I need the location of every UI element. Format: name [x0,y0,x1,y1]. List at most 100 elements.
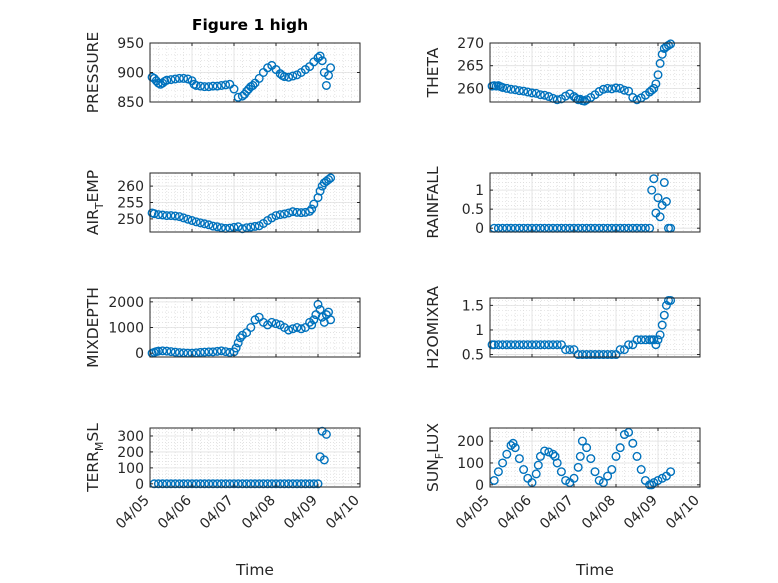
data-point [300,479,310,489]
data-point [279,72,289,82]
axes-box [489,297,701,358]
data-point [523,340,533,350]
y-tick-label: 0.5 [462,348,484,364]
data-point [552,95,562,105]
data-point [221,347,231,357]
data-point [615,443,625,453]
data-point [309,199,319,209]
data-point [655,212,665,222]
axes-box [489,172,701,233]
data-point [632,451,642,461]
data-point [657,49,667,59]
x-tick-label: 04/09 [621,493,661,533]
data-point [603,471,613,481]
axes-box [489,42,701,103]
data-point [556,467,566,477]
data-point [183,479,193,489]
data-point [653,193,663,203]
data-point [582,350,592,360]
data-point [288,207,298,217]
data-point [636,335,646,345]
y-axis-label: MIXDEPTH [84,287,102,368]
data-point [326,173,336,183]
data-point [598,478,608,488]
data-point [200,479,210,489]
data-point [229,84,239,94]
data-point [493,340,503,350]
data-point [321,429,331,439]
data-point [242,479,252,489]
data-point [544,92,554,102]
data-point [324,175,334,185]
data-point [611,451,621,461]
data-point [649,83,659,93]
data-point [647,480,657,490]
x-tick-label: 04/05 [453,493,493,533]
data-point [651,340,661,350]
axes-box [149,427,361,488]
x-tick-label: 04/10 [663,493,703,533]
data-point [191,479,201,489]
y-tick-label: 250 [117,212,144,228]
data-point [590,467,600,477]
y-tick-label: 265 [457,59,484,75]
data-point [158,210,168,220]
data-point [603,350,613,360]
data-point [200,219,210,229]
y-axis-label: TERRMSL [84,423,106,493]
data-point [153,210,163,220]
data-point [611,83,621,93]
data-point [284,208,294,218]
data-point [271,319,281,329]
data-point [204,479,214,489]
data-point [527,88,537,98]
data-point [170,211,180,221]
data-point [502,449,512,459]
data-point [552,340,562,350]
data-point [292,207,302,217]
data-point [284,479,294,489]
data-point [575,94,585,104]
data-point [561,345,571,355]
data-point [250,479,260,489]
series-air-temp [147,173,336,234]
y-axis-label: THETA [424,47,442,98]
data-point [624,86,634,96]
data-point [275,479,285,489]
data-point [233,222,243,232]
data-point [275,210,285,220]
data-point [263,479,273,489]
data-point [216,479,226,489]
y-tick-label: 950 [117,36,144,52]
data-point [248,80,258,90]
data-point [195,218,205,228]
data-point [237,479,247,489]
data-point [569,473,579,483]
data-point [586,350,596,360]
data-point [647,185,657,195]
x-tick-label: 04/06 [495,492,535,532]
series-pressure [147,51,336,102]
data-point [233,338,243,348]
data-point [195,81,205,91]
data-point [166,211,176,221]
data-point [195,347,205,357]
data-point [523,87,533,97]
series-terr-msl [149,426,331,489]
data-point [540,90,550,100]
data-point [174,212,184,222]
data-point [153,346,163,356]
data-point [307,204,317,214]
data-point [565,345,575,355]
y-axis-label: SUNFLUX [424,423,446,492]
data-point [174,348,184,358]
data-point [653,335,663,345]
axes-theta: 260 265 270 THETA [424,36,701,106]
data-point [170,479,180,489]
data-point [195,479,205,489]
data-point [225,479,235,489]
x-axis-label: Time [235,561,274,579]
data-point [221,80,231,90]
data-point [271,479,281,489]
data-point [628,438,638,448]
